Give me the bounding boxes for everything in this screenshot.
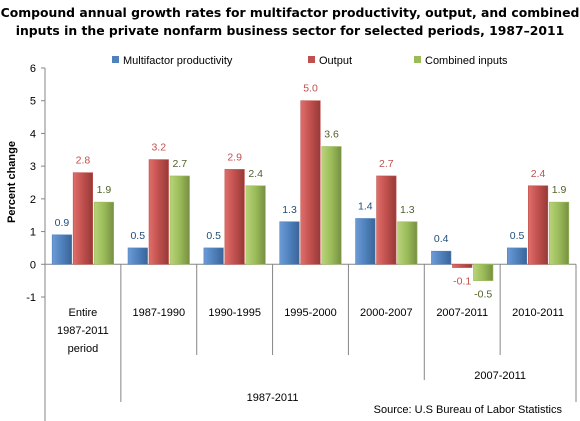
data-label: 0.5 xyxy=(130,230,145,242)
legend-label: Output xyxy=(319,55,352,67)
bar-multifactor-productivity xyxy=(507,247,528,265)
y-tick-label: 5 xyxy=(30,96,36,108)
legend-swatch-multifactor-productivity xyxy=(112,56,119,63)
chart-title-line-2: inputs in the private nonfarm business s… xyxy=(15,23,565,38)
x-category-label: period xyxy=(68,343,99,355)
bar-multifactor-productivity xyxy=(355,218,376,265)
bar-combined-inputs xyxy=(169,175,190,265)
bar-multifactor-productivity xyxy=(51,234,72,265)
axes: -1 0 1 2 3 4 5 6 Entire 1987-2011 period 1987-1990 1… xyxy=(26,63,577,421)
bar-combined-inputs xyxy=(245,185,266,265)
data-label: 2.4 xyxy=(531,168,546,180)
x-category-label: 2007-2011 xyxy=(436,307,488,319)
data-label: 1.9 xyxy=(552,184,567,196)
bar-combined-inputs xyxy=(397,221,418,265)
bar-output xyxy=(376,175,397,265)
bar-output xyxy=(528,185,549,265)
x-category-label: 1995-2000 xyxy=(284,307,337,319)
source-note: Source: U.S Bureau of Labor Statistics xyxy=(374,404,563,416)
y-tick-label: -1 xyxy=(26,292,36,304)
data-label: 0.5 xyxy=(206,230,221,242)
y-tick-label: 2 xyxy=(30,194,36,206)
data-label: -0.5 xyxy=(474,289,492,301)
data-label: 1.4 xyxy=(358,200,373,212)
legend-label: Combined inputs xyxy=(425,55,508,67)
y-tick-label: 6 xyxy=(30,63,36,75)
legend: Multifactor productivity Output Combined i… xyxy=(112,55,508,67)
legend-swatch-combined-inputs xyxy=(414,56,421,63)
data-label: 5.0 xyxy=(303,83,318,95)
x-category-label: 1987-2011 xyxy=(57,325,109,337)
data-label: 1.3 xyxy=(400,204,415,216)
x-group-label: 1987-2011 xyxy=(247,392,299,404)
data-label: -0.1 xyxy=(453,276,471,288)
chart-title: Compound annual growth rates for multifa… xyxy=(0,4,580,40)
bar-multifactor-productivity xyxy=(279,221,300,265)
x-category-label: 2010-2011 xyxy=(512,307,564,319)
bar-multifactor-productivity xyxy=(431,250,452,265)
data-labels: 0.9 0.5 0.5 1.3 1.4 0.4 0.5 2.8 3.2 2.9 5.0 2.7 -0.1… xyxy=(55,83,567,301)
bar-output xyxy=(300,100,321,265)
x-category-label: 2000-2007 xyxy=(360,307,413,319)
bars xyxy=(51,100,570,281)
y-tick-label: 3 xyxy=(30,161,36,173)
bar-output xyxy=(224,169,245,265)
bar-multifactor-productivity xyxy=(203,247,224,265)
data-label: 1.9 xyxy=(97,184,112,196)
x-category-label: 1987-1990 xyxy=(132,307,185,319)
bar-output xyxy=(72,172,93,265)
data-label: 3.2 xyxy=(151,142,166,154)
bar-multifactor-productivity xyxy=(127,247,148,265)
bar-combined-inputs xyxy=(549,201,570,265)
legend-swatch-output xyxy=(308,56,315,63)
bar-combined-inputs xyxy=(473,263,494,281)
y-tick-label: 4 xyxy=(30,128,36,140)
y-tick-label: 1 xyxy=(30,227,36,239)
legend-label: Multifactor productivity xyxy=(123,55,233,67)
bar-output xyxy=(452,263,473,268)
data-label: 2.9 xyxy=(227,151,242,163)
data-label: 0.4 xyxy=(434,233,449,245)
y-tick-label: 0 xyxy=(30,259,36,271)
data-label: 2.7 xyxy=(379,158,394,170)
bar-combined-inputs xyxy=(321,146,342,265)
data-label: 2.4 xyxy=(248,168,263,180)
bar-output xyxy=(148,159,169,265)
data-label: 0.9 xyxy=(55,217,70,229)
data-label: 1.3 xyxy=(282,204,297,216)
x-category-label: Entire xyxy=(69,307,98,319)
data-label: 2.7 xyxy=(172,158,187,170)
y-axis-title: Percent change xyxy=(6,141,18,223)
data-label: 0.5 xyxy=(510,230,525,242)
x-category-label: 1990-1995 xyxy=(208,307,261,319)
bar-combined-inputs xyxy=(93,201,114,265)
x-group-label: 2007-2011 xyxy=(474,370,526,382)
chart-title-line-1: Compound annual growth rates for multifa… xyxy=(0,5,580,20)
data-label: 2.8 xyxy=(76,155,91,167)
data-label: 3.6 xyxy=(324,129,339,141)
